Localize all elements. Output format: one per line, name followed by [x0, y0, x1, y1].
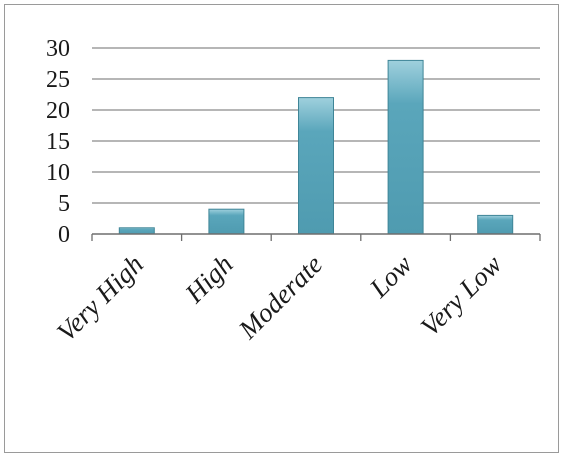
bar [208, 208, 245, 235]
bars [118, 59, 514, 235]
y-axis-tick-labels: 0 5 10 15 20 25 30 [46, 36, 70, 248]
y-tick-label: 30 [46, 36, 70, 62]
x-category-label: Moderate [232, 249, 328, 345]
bar [118, 227, 155, 235]
x-category-label: High [179, 249, 239, 309]
y-tick-label: 0 [58, 222, 70, 248]
y-tick-label: 20 [46, 98, 70, 124]
x-axis [91, 233, 541, 241]
x-category-label: Low [363, 249, 418, 304]
x-category-label: Very Low [415, 249, 508, 342]
y-tick-label: 25 [46, 67, 70, 93]
y-tick-label: 15 [46, 129, 70, 155]
gridlines [92, 47, 540, 204]
bar [477, 214, 514, 235]
y-tick-label: 5 [58, 191, 70, 217]
bar [298, 97, 334, 235]
bar [387, 59, 424, 235]
y-tick-label: 10 [46, 160, 70, 186]
x-category-label: Very High [51, 249, 149, 347]
